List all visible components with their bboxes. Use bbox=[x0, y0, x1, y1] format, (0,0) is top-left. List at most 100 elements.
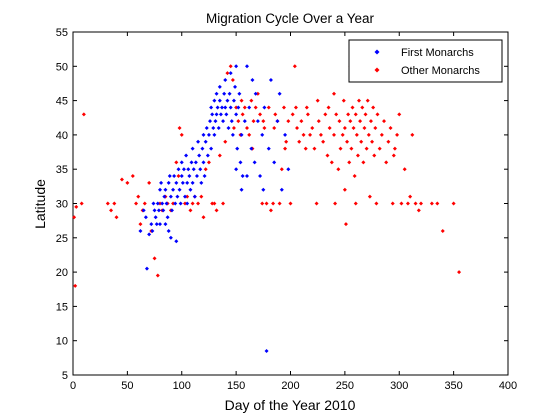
data-point bbox=[325, 153, 330, 158]
data-point bbox=[451, 201, 456, 206]
data-point bbox=[251, 119, 256, 124]
data-point bbox=[273, 112, 278, 117]
data-point bbox=[144, 266, 149, 271]
x-tick-label: 300 bbox=[390, 380, 408, 392]
data-point bbox=[379, 132, 384, 137]
data-point bbox=[199, 194, 204, 199]
data-point bbox=[352, 174, 357, 179]
data-point bbox=[236, 105, 241, 110]
y-tick-label: 45 bbox=[56, 96, 68, 108]
data-point bbox=[184, 153, 189, 158]
data-point bbox=[167, 174, 172, 179]
data-point bbox=[152, 208, 157, 213]
data-point bbox=[155, 273, 160, 278]
data-point bbox=[260, 132, 265, 137]
y-tick-label: 50 bbox=[56, 61, 68, 73]
y-axis: 5 10 15 20 25 30 35 40 45 50 55 bbox=[56, 27, 508, 382]
y-tick-label: 10 bbox=[56, 336, 68, 348]
data-point bbox=[163, 222, 168, 227]
y-tick-label: 40 bbox=[56, 130, 68, 142]
data-point bbox=[264, 348, 269, 353]
data-point bbox=[334, 112, 339, 117]
data-point bbox=[261, 187, 266, 192]
data-point bbox=[159, 180, 164, 185]
data-point bbox=[230, 132, 235, 137]
data-point bbox=[193, 160, 198, 165]
data-point bbox=[119, 177, 124, 182]
data-point bbox=[166, 180, 171, 185]
data-points bbox=[72, 64, 462, 353]
data-point bbox=[180, 180, 185, 185]
data-point bbox=[239, 187, 244, 192]
y-tick-label: 15 bbox=[56, 301, 68, 313]
data-point bbox=[262, 105, 267, 110]
series-other-monarchs bbox=[72, 64, 462, 288]
data-point bbox=[240, 174, 245, 179]
data-point bbox=[81, 112, 86, 117]
data-point bbox=[429, 201, 434, 206]
data-point bbox=[360, 105, 365, 110]
data-point bbox=[392, 146, 397, 151]
data-point bbox=[72, 215, 77, 220]
data-point bbox=[264, 201, 269, 206]
data-point bbox=[138, 222, 143, 227]
data-point bbox=[212, 98, 217, 103]
data-point bbox=[223, 78, 228, 83]
data-point bbox=[283, 132, 288, 137]
data-point bbox=[283, 146, 288, 151]
data-point bbox=[238, 160, 243, 165]
data-point bbox=[171, 187, 176, 192]
data-point bbox=[440, 228, 445, 233]
data-point bbox=[223, 105, 228, 110]
data-point bbox=[288, 201, 293, 206]
x-axis: 0 50 100 150 200 250 300 350 400 bbox=[70, 32, 517, 392]
data-point bbox=[397, 112, 402, 117]
data-point bbox=[147, 232, 152, 237]
data-point bbox=[299, 119, 304, 124]
data-point bbox=[202, 174, 207, 179]
data-point bbox=[226, 126, 231, 131]
data-point bbox=[333, 201, 338, 206]
data-point bbox=[162, 194, 167, 199]
data-point bbox=[151, 201, 156, 206]
data-point bbox=[112, 201, 117, 206]
data-point bbox=[297, 139, 302, 144]
data-point bbox=[190, 201, 195, 206]
data-point bbox=[223, 139, 228, 144]
data-point bbox=[374, 201, 379, 206]
data-point bbox=[366, 132, 371, 137]
data-point bbox=[174, 160, 179, 165]
data-point bbox=[211, 126, 216, 131]
data-point bbox=[235, 146, 240, 151]
data-point bbox=[286, 167, 291, 172]
data-point bbox=[154, 222, 159, 227]
data-point bbox=[261, 119, 266, 124]
data-point bbox=[271, 201, 276, 206]
data-point bbox=[255, 91, 260, 96]
data-point bbox=[361, 160, 366, 165]
data-point bbox=[188, 187, 193, 192]
data-point bbox=[149, 222, 154, 227]
data-point bbox=[266, 146, 271, 151]
data-point bbox=[312, 146, 317, 151]
data-point bbox=[277, 91, 282, 96]
data-point bbox=[293, 105, 298, 110]
data-point bbox=[258, 174, 263, 179]
data-point bbox=[158, 187, 162, 192]
data-point bbox=[402, 167, 407, 172]
data-point bbox=[227, 91, 232, 96]
data-point bbox=[215, 105, 220, 110]
data-point bbox=[272, 160, 277, 165]
data-point bbox=[266, 105, 271, 110]
data-point bbox=[147, 180, 152, 185]
data-point bbox=[203, 139, 208, 144]
legend-label: Other Monarchs bbox=[401, 65, 480, 77]
data-point bbox=[329, 160, 334, 165]
data-point bbox=[221, 201, 226, 206]
data-point bbox=[188, 208, 193, 213]
chart-title: Migration Cycle Over a Year bbox=[206, 11, 375, 26]
data-point bbox=[194, 174, 199, 179]
x-tick-label: 250 bbox=[336, 380, 354, 392]
legend-label: First Monarchs bbox=[401, 47, 474, 59]
data-point bbox=[281, 105, 286, 110]
